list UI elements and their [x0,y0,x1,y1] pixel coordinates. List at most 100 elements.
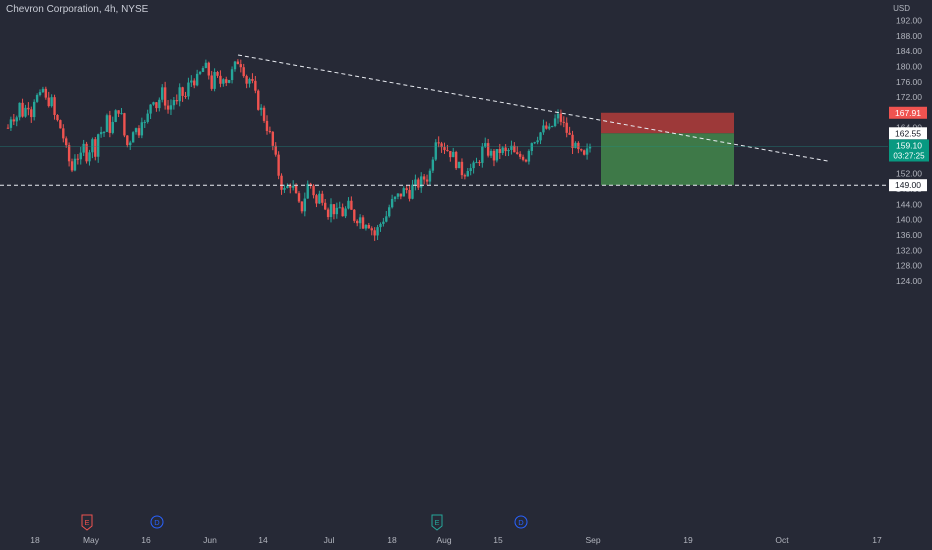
candle-body [516,152,519,154]
price-tick: 136.00 [896,230,922,240]
candle-body [18,102,21,118]
candle-body [556,113,560,119]
candle-body [108,115,112,133]
candle-body [161,87,164,100]
candle-body [131,132,135,143]
candle-body [195,73,199,86]
candle-body [140,122,144,136]
candle-body [472,162,475,169]
candle-body [498,149,501,153]
candle-body [335,207,339,215]
time-tick: Sep [585,535,600,545]
candle-body [350,200,353,210]
candle-body [178,87,181,102]
candle-body [420,176,423,188]
candle-body [126,135,129,146]
candle-body [216,71,219,76]
candle-body [315,195,318,204]
price-tick: 176.00 [896,77,922,87]
candle-body [533,142,536,144]
candle-body [428,170,432,182]
price-tick: 140.00 [896,215,922,225]
candle-body [79,152,82,160]
candle-body [102,131,106,133]
candle-body [536,140,539,143]
candle-body [129,142,132,146]
candle-body [585,148,589,155]
stop-badge-text: 167.91 [895,108,921,118]
candle-body [257,90,260,110]
candle-body [76,158,80,160]
candle-body [431,159,435,171]
candle-body [347,200,350,209]
candle-body [91,139,94,153]
candle-body [376,227,379,236]
candle-body [163,87,167,106]
candle-body [388,207,391,217]
trend-line [237,54,831,162]
candle-body [207,62,210,76]
time-tick: Aug [436,535,451,545]
price-tick: 144.00 [896,199,922,209]
candle-body [449,151,452,158]
candle-body [542,125,545,133]
candle-body [518,153,522,157]
time-tick: 15 [493,535,503,545]
candle-body [402,188,405,197]
time-tick: 16 [141,535,151,545]
candle-body [15,117,18,122]
candle-body [524,159,528,162]
candle-body [353,209,356,221]
candle-body [539,132,542,141]
candle-body [201,68,205,72]
event-label: E [434,518,439,527]
candle-body [443,147,446,151]
candle-body [99,132,103,135]
candle-body [454,151,458,169]
candle-body [262,107,266,121]
candle-body [289,185,292,188]
candle-body [550,126,554,128]
event-label: E [84,518,89,527]
entry-badge-text: 162.55 [895,128,921,138]
candle-body [65,138,68,146]
candle-body [233,61,237,70]
candle-body [434,142,437,160]
price-tick: 188.00 [896,31,922,41]
candle-body [548,126,551,129]
candle-body [489,150,493,156]
candle-body [568,132,571,135]
candle-body [326,209,330,218]
candle-body [513,145,516,153]
entry-badge [889,127,927,140]
candle-body [399,193,403,197]
candle-body [277,154,280,176]
candle-body [236,61,240,65]
candle-body [56,114,59,121]
candle-body [446,150,449,152]
candle-body [268,130,272,132]
risk-zone [601,112,734,134]
price-tick: 152.00 [896,169,922,179]
candle-body [382,221,385,224]
candle-body [501,147,504,153]
candle-body [510,145,513,150]
candle-body [492,150,496,161]
time-tick: Jun [203,535,217,545]
target-badge-text: 149.00 [895,180,921,190]
candle-body [137,128,141,136]
candle-body [565,122,568,133]
candle-body [172,100,176,106]
candle-body [245,76,248,84]
candle-body [393,196,397,199]
candle-body [417,179,420,188]
candle-body [486,143,490,156]
candle-body [300,201,304,212]
candle-body [105,115,109,132]
candle-body [504,147,507,152]
last-price-text: 159.10 [896,141,922,151]
candle-body [385,216,388,222]
price-tick: 124.00 [896,276,922,286]
